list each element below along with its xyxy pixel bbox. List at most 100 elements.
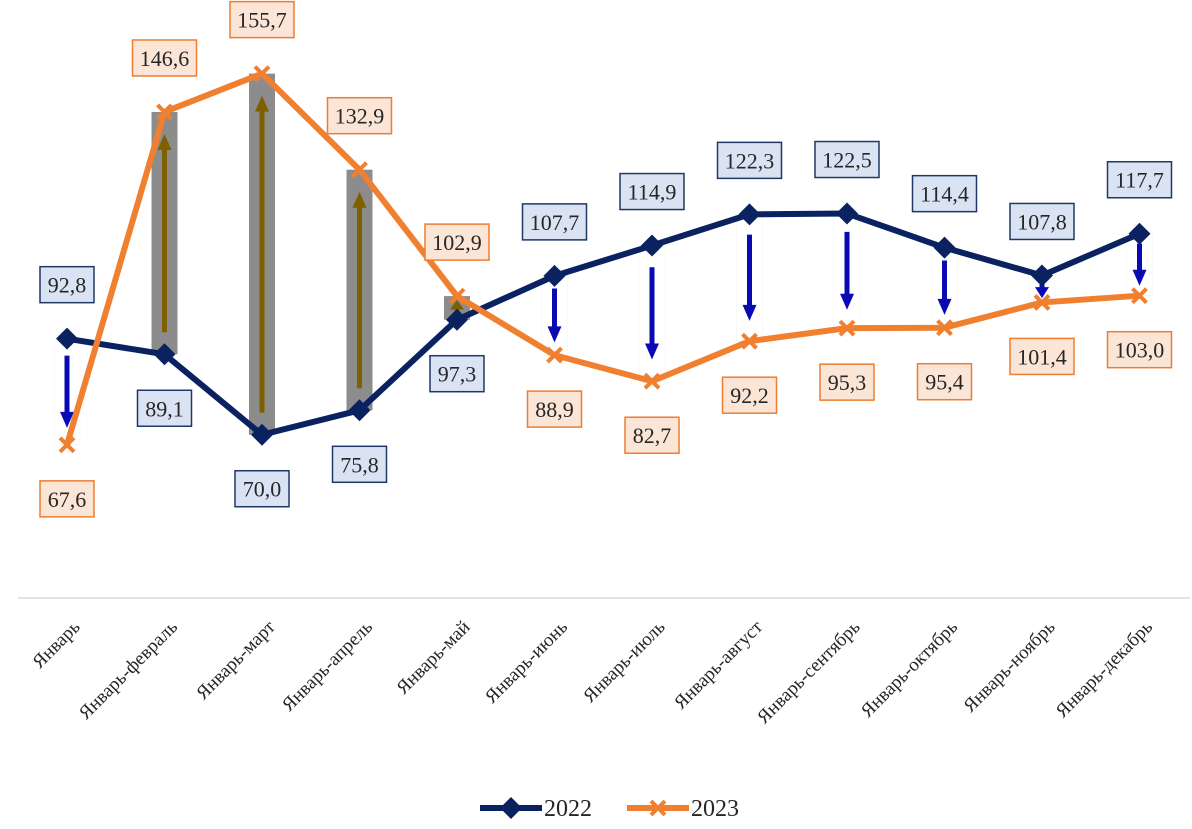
- data-label-2023-6-text: 82,7: [633, 423, 672, 448]
- data-label-2022-6: 114,9: [619, 172, 685, 211]
- marker-2022-11: [1128, 222, 1151, 245]
- marker-2023-2: [253, 65, 271, 83]
- change-arrow-7: [742, 234, 757, 321]
- data-label-2023-11: 103,0: [1106, 330, 1173, 369]
- marker-2022-2: [251, 423, 273, 446]
- marker-2023-9: [936, 319, 953, 337]
- legend-label-2023: 2023: [691, 796, 739, 822]
- x-tick-label-9: Январь-октябрь: [857, 616, 962, 721]
- data-label-2022-7-text: 122,3: [725, 148, 775, 173]
- marker-2023-11: [1131, 287, 1148, 305]
- marker-2023-8: [838, 319, 856, 337]
- legend-item-2023: 2023: [627, 796, 739, 822]
- data-label-2023-8: 95,3: [819, 363, 875, 401]
- data-label-2023-5-text: 88,9: [535, 397, 574, 422]
- change-arrow-8: [840, 231, 854, 310]
- data-label-2023-2-text: 155,7: [237, 8, 287, 33]
- series-line-2022: [64, 210, 1143, 438]
- data-label-2022-9: 114,4: [911, 174, 978, 213]
- change-arrow-0: [60, 355, 74, 428]
- marker-2022-9: [933, 236, 956, 259]
- data-label-2023-7-text: 92,2: [730, 383, 769, 408]
- data-label-2022-0-text: 92,8: [48, 273, 87, 298]
- data-label-2022-1: 89,1: [136, 389, 193, 428]
- data-label-2022-2-text: 70,0: [243, 477, 282, 502]
- marker-2023-6: [643, 372, 661, 390]
- marker-2022-1: [153, 343, 176, 366]
- data-label-2023-0: 67,6: [39, 480, 95, 518]
- data-label-2023-1-text: 146,6: [140, 46, 190, 71]
- data-label-2022-8-text: 122,5: [822, 148, 872, 173]
- data-label-2023-10: 101,4: [1009, 337, 1075, 376]
- data-label-2023-7: 92,2: [721, 376, 778, 414]
- change-arrows: [60, 95, 1147, 428]
- data-label-2022-2: 70,0: [234, 469, 290, 508]
- series-lines: [64, 70, 1143, 448]
- x-tick-label-5: Январь-июнь: [481, 616, 572, 707]
- x-tick-label-3: Январь-апрель: [278, 616, 377, 715]
- marker-2023-7: [741, 332, 758, 350]
- x-tick-label-6: Январь-июль: [579, 616, 669, 706]
- data-labels: 92,8 67,6 89,1 146,6 70,0 155,7 75,8 132,9 97,3 1…: [39, 0, 1173, 518]
- data-label-2023-6: 82,7: [624, 416, 680, 454]
- x-tick-label-4: Январь-май: [393, 617, 475, 699]
- data-label-2022-10-text: 107,8: [1017, 209, 1067, 234]
- data-label-2023-9-text: 95,4: [925, 370, 964, 395]
- marker-2022-4: [446, 308, 468, 331]
- change-arrow-2: [255, 95, 269, 413]
- up-down-bars: [53, 73, 1153, 446]
- data-label-2023-8-text: 95,3: [828, 370, 867, 395]
- data-label-2023-0-text: 67,6: [48, 487, 87, 512]
- marker-2023-4: [448, 287, 466, 305]
- legend: 2022 2023: [480, 796, 739, 822]
- data-label-2023-4-text: 102,9: [432, 230, 482, 255]
- data-label-2023-4: 102,9: [424, 223, 490, 261]
- data-label-2023-3: 132,9: [326, 96, 393, 135]
- change-arrow-11: [1132, 243, 1147, 286]
- data-label-2022-11: 117,7: [1106, 160, 1173, 199]
- marker-2022-8: [836, 202, 858, 225]
- data-label-2023-9: 95,4: [916, 362, 973, 401]
- x-tick-label-11: Январь-декабрь: [1052, 616, 1157, 721]
- marker-2022-3: [348, 399, 371, 422]
- data-label-2022-11-text: 117,7: [1115, 168, 1164, 193]
- series-line-2023: [64, 70, 1143, 448]
- marker-2022-5: [543, 264, 566, 287]
- series-markers: [56, 65, 1151, 454]
- data-label-2022-1-text: 89,1: [145, 396, 184, 421]
- data-label-2022-7: 122,3: [716, 141, 783, 180]
- data-label-2023-10-text: 101,4: [1017, 344, 1067, 369]
- marker-2023-10: [1033, 294, 1051, 311]
- data-label-2022-6-text: 114,9: [628, 180, 677, 205]
- x-tick-label-1: Январь-февраль: [75, 616, 182, 723]
- change-arrow-3: [352, 191, 367, 389]
- data-label-2023-5: 88,9: [526, 390, 583, 428]
- data-label-2023-11-text: 103,0: [1115, 338, 1165, 363]
- data-label-2022-0: 92,8: [39, 265, 95, 304]
- data-label-2022-8: 122,5: [814, 140, 880, 179]
- marker-2022-0: [56, 327, 78, 350]
- marker-2023-5: [546, 346, 563, 364]
- marker-2023-0: [58, 436, 76, 454]
- x-tick-label-2: Январь-март: [192, 616, 280, 704]
- data-label-2022-5: 107,7: [521, 203, 588, 241]
- change-arrow-1: [157, 133, 172, 333]
- data-label-2023-2: 155,7: [229, 0, 295, 39]
- data-label-2022-3: 75,8: [331, 445, 388, 484]
- change-arrow-5: [547, 288, 562, 343]
- data-label-2023-3-text: 132,9: [335, 104, 385, 129]
- change-arrow-9: [937, 260, 952, 315]
- marker-2023-3: [351, 161, 368, 179]
- marker-2022-7: [738, 203, 761, 226]
- x-tick-label-10: Январь-ноябрь: [960, 616, 1060, 716]
- change-arrow-6: [645, 267, 659, 360]
- legend-item-2022: 2022: [480, 796, 592, 822]
- marker-2022-10: [1031, 264, 1053, 287]
- data-label-2022-3-text: 75,8: [340, 452, 379, 477]
- data-label-2022-5-text: 107,7: [530, 210, 580, 235]
- x-tick-label-8: Январь-сентябрь: [753, 616, 865, 728]
- x-tick-label-7: Январь-август: [670, 616, 767, 713]
